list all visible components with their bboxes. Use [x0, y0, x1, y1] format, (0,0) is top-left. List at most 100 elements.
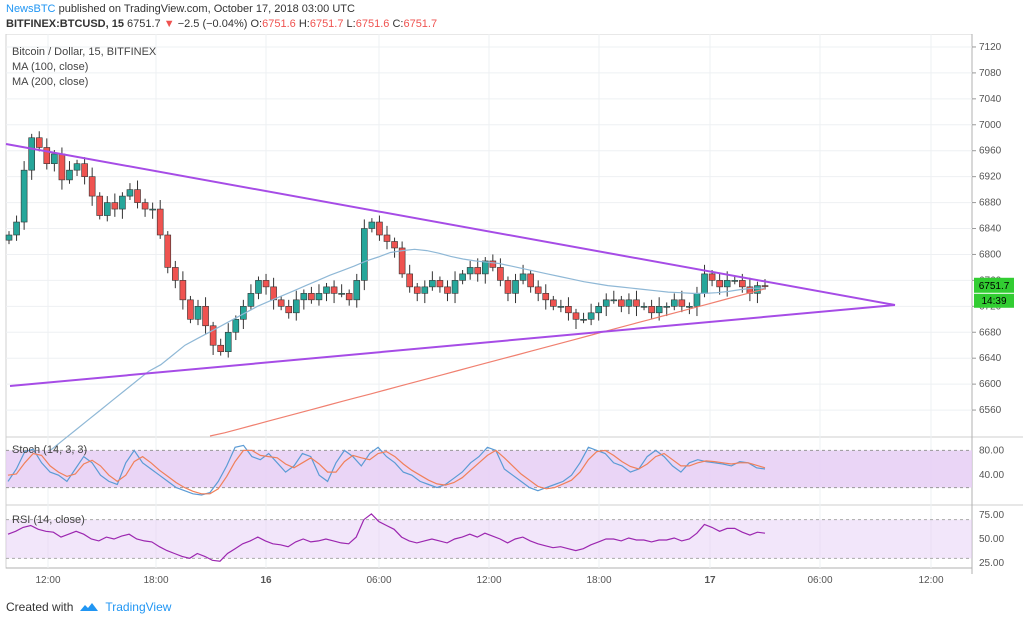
candle-down	[376, 221, 383, 236]
candle-up	[459, 273, 466, 281]
candle-down	[633, 299, 640, 307]
candle-down	[81, 163, 88, 177]
open-label: O:	[250, 18, 263, 30]
time-tick-label: 16	[260, 575, 272, 586]
candle-down	[164, 234, 172, 268]
chart-title: Bitcoin / Dollar, 15, BITFINEX	[12, 46, 157, 58]
candle-up	[519, 273, 527, 281]
candle-up	[625, 299, 633, 307]
candle-down	[111, 202, 119, 210]
candle-down	[43, 147, 51, 164]
candle-down	[391, 241, 398, 249]
candle-up	[224, 331, 232, 353]
time-tick-label: 12:00	[35, 575, 60, 586]
candle-up	[754, 285, 761, 294]
time-tick-label: 12:00	[918, 575, 943, 586]
candle-up	[670, 299, 678, 307]
symbol-label: BITFINEX:BTCUSD, 15	[6, 18, 124, 30]
rsi-band	[6, 519, 972, 559]
candle-up	[602, 299, 610, 307]
candle-down	[618, 299, 625, 307]
candle-up	[51, 153, 58, 164]
stoch-legend: Stoch (14, 3, 3)	[12, 444, 87, 456]
countdown-box	[974, 293, 1014, 308]
price-tick-label: 6920	[979, 172, 1002, 183]
price-tick-label: 7120	[979, 42, 1002, 53]
candle-down	[648, 306, 655, 314]
last-price-box	[974, 277, 1014, 293]
candle-down	[96, 195, 104, 216]
candle-up	[580, 318, 587, 321]
candle-up	[587, 312, 595, 320]
price-tick-label: 6800	[979, 249, 1002, 260]
candle-up	[232, 318, 240, 333]
candle-down	[474, 267, 482, 275]
rsi-tick-label: 25.00	[979, 558, 1004, 569]
candle-down	[413, 286, 421, 294]
candle-up	[66, 169, 73, 181]
candle-down	[88, 176, 96, 197]
candle-down	[209, 325, 217, 346]
candle-up	[723, 280, 731, 288]
candle-down	[217, 344, 224, 353]
candle-down	[308, 293, 315, 301]
time-tick-label: 06:00	[807, 575, 832, 586]
price-tick-label: 6600	[979, 379, 1002, 390]
candle-up	[466, 267, 474, 275]
candle-down	[187, 299, 194, 320]
candle-up	[368, 221, 376, 229]
candle-down	[406, 273, 413, 288]
price-tick-label: 6960	[979, 146, 1002, 157]
candle-down	[330, 286, 338, 294]
candle-up	[20, 169, 28, 223]
candle-down	[739, 280, 746, 288]
time-tick-label: 18:00	[586, 575, 611, 586]
stoch-tick-label: 80.00	[979, 445, 1004, 456]
rsi-tick-label: 75.00	[979, 510, 1004, 521]
candle-up	[512, 280, 519, 294]
ma100-legend: MA (100, close)	[12, 61, 89, 73]
candle-up	[73, 163, 81, 171]
candle-down	[277, 299, 285, 307]
price-tick-label: 6680	[979, 327, 1002, 338]
candle-up	[693, 293, 701, 307]
price-tick-label: 7040	[979, 94, 1002, 105]
candle-up	[361, 228, 368, 281]
candle-up	[640, 306, 648, 308]
candle-up	[194, 306, 202, 320]
price-tick-label: 6640	[979, 353, 1002, 364]
candle-up	[315, 293, 323, 301]
ma200-legend: MA (200, close)	[12, 76, 89, 88]
price-tick-label: 6880	[979, 198, 1002, 209]
stoch-d-line	[7, 449, 766, 495]
time-tick-label: 06:00	[366, 575, 391, 586]
candle-down	[345, 293, 353, 301]
last-price: 6751.7	[127, 18, 161, 30]
price-chart[interactable]: 6560660066406680672067606800684068806920…	[0, 34, 1023, 594]
low-label: L:	[346, 18, 356, 30]
high-value: 6751.7	[309, 18, 344, 30]
tradingview-link[interactable]: TradingView	[105, 600, 172, 614]
time-tick-label: 12:00	[476, 575, 501, 586]
candle-up	[557, 306, 565, 308]
publisher-name[interactable]: NewsBTC	[6, 3, 56, 15]
candle-up	[686, 306, 693, 308]
candle-down	[716, 280, 723, 288]
candle-down	[708, 273, 716, 281]
upper-trendline	[5, 143, 896, 306]
candle-up	[655, 306, 663, 314]
candle-down	[504, 280, 512, 294]
candle-down	[444, 286, 451, 294]
published-text: published on TradingView.com, October 17…	[58, 3, 355, 15]
candle-up	[429, 280, 436, 288]
price-tick-label: 6560	[979, 405, 1002, 416]
ma100-line	[39, 248, 765, 457]
ohlc-line: BITFINEX:BTCUSD, 15 6751.7 ▼ −2.5 (−0.04…	[6, 18, 437, 30]
candle-down	[678, 299, 686, 307]
candle-up	[701, 273, 708, 294]
time-tick-label: 17	[704, 575, 716, 586]
candle-up	[481, 260, 489, 275]
candle-down	[534, 286, 542, 294]
candle-up	[5, 234, 13, 241]
tradingview-logo-icon	[80, 603, 99, 611]
